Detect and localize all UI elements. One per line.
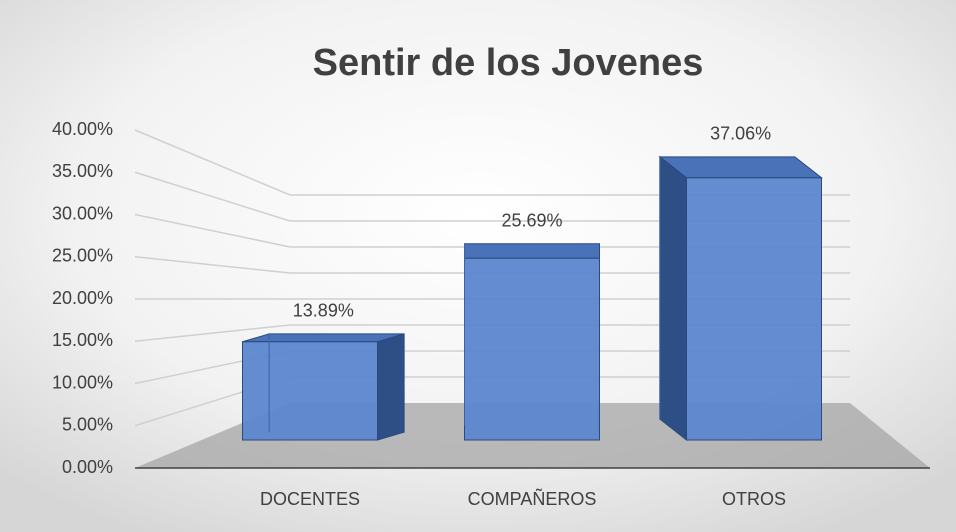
y-tick-label: 40.00%: [52, 119, 113, 139]
bar-top: [242, 333, 405, 343]
y-tick-label: 15.00%: [52, 330, 113, 350]
y-tick-label: 25.00%: [52, 246, 113, 266]
chart-title: Sentir de los Jovenes: [313, 42, 704, 84]
bar-top: [464, 243, 600, 259]
x-tick-label: OTROS: [722, 489, 786, 509]
bar: [242, 333, 405, 441]
y-tick-label: 30.00%: [52, 203, 113, 223]
x-tick-label: COMPAÑEROS: [468, 488, 597, 509]
value-label: 37.06%: [710, 124, 771, 144]
x-tick-label: DOCENTES: [260, 489, 360, 509]
bar-side: [377, 333, 405, 441]
y-tick-label: 10.00%: [52, 372, 113, 392]
y-tick-label: 20.00%: [52, 288, 113, 308]
y-tick-label: 35.00%: [52, 161, 113, 181]
bar-front: [242, 341, 378, 441]
bar: [658, 155, 823, 442]
bar-front: [464, 257, 600, 441]
bar-side: [659, 155, 687, 442]
y-tick-label: 0.00%: [62, 457, 113, 477]
value-label: 13.89%: [293, 301, 354, 321]
bar-front: [686, 177, 822, 441]
value-label: 25.69%: [501, 210, 562, 230]
bar-top: [658, 156, 823, 179]
y-tick-label: 5.00%: [62, 415, 113, 435]
bar: [464, 243, 600, 441]
